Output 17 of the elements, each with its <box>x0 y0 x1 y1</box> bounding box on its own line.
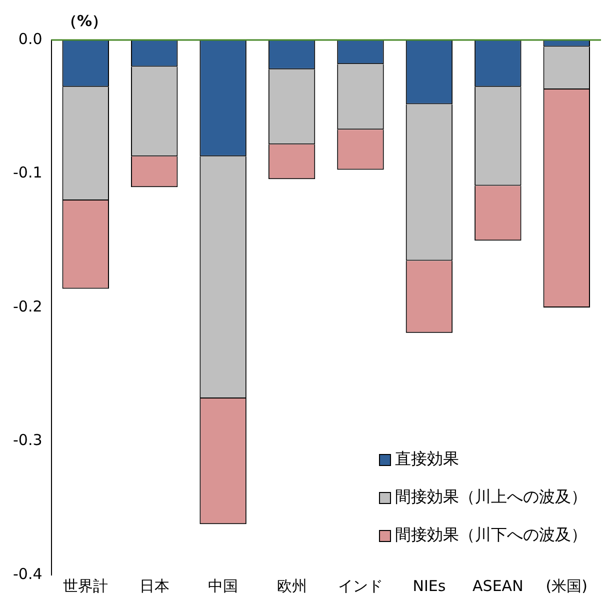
x-tick-label: ASEAN <box>472 576 524 595</box>
x-tick-label: インド <box>338 576 383 595</box>
legend-label: 間接効果（川上への波及） <box>395 487 587 506</box>
x-tick-label: 中国 <box>208 576 238 595</box>
y-tick-label: -0.4 <box>12 564 42 583</box>
y-tick-label: 0.0 <box>18 30 42 48</box>
legend-label: 間接効果（川下への波及） <box>395 525 587 544</box>
y-tick-label: -0.1 <box>12 164 42 182</box>
y-tick-label: -0.2 <box>12 297 42 316</box>
y-tick-label: -0.3 <box>12 431 42 450</box>
x-tick-label: 世界計 <box>63 576 108 595</box>
x-tick-label: 日本 <box>139 576 170 595</box>
x-tick-label: NIEs <box>412 576 446 595</box>
x-tick-label: (米国) <box>546 576 588 595</box>
y-axis-title: （%） <box>62 12 108 31</box>
legend-label: 直接効果 <box>395 449 459 468</box>
x-tick-label: 欧州 <box>276 576 307 595</box>
